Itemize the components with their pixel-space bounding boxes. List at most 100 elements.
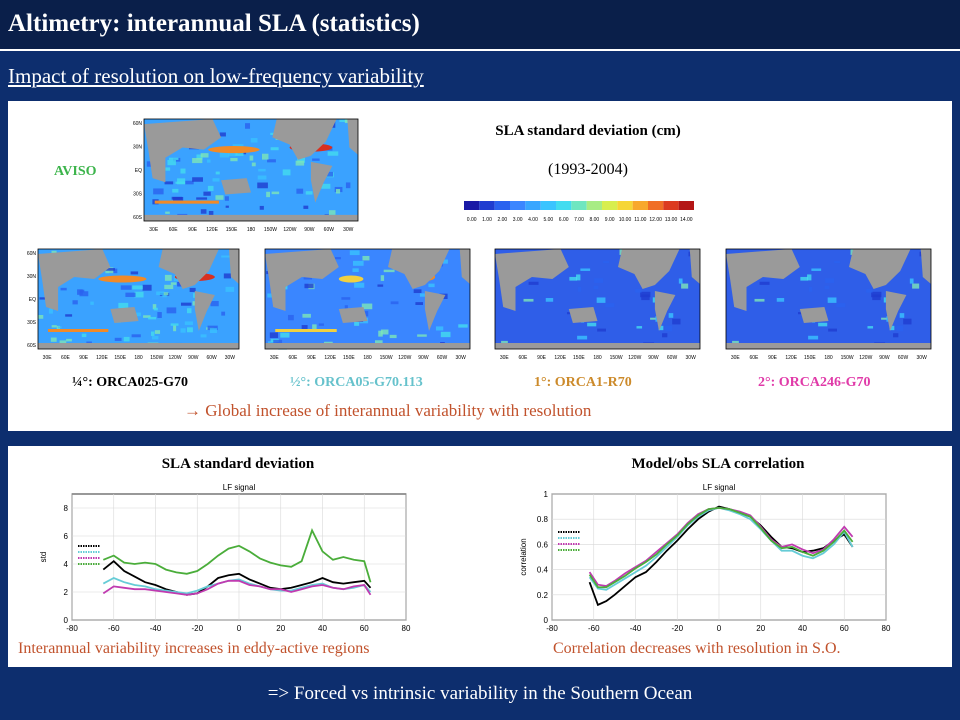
- variability-patch: [374, 340, 383, 344]
- variability-patch: [303, 277, 313, 280]
- variability-patch: [165, 211, 170, 214]
- variability-patch: [523, 298, 534, 302]
- variability-patch: [212, 178, 220, 182]
- variability-patch: [899, 313, 905, 318]
- variability-patch: [143, 315, 151, 318]
- lon-tick-label: 120W: [283, 227, 296, 233]
- variability-patch: [867, 326, 874, 329]
- lon-tick-label: 120E: [206, 227, 218, 233]
- variability-patch: [836, 303, 846, 308]
- variability-patch: [428, 283, 435, 288]
- x-tick-label: -80: [546, 624, 558, 633]
- acc-hotspot: [154, 200, 219, 204]
- variability-patch: [344, 305, 348, 309]
- colorbar-tick-label: 7.00: [574, 217, 584, 223]
- x-tick-label: -80: [66, 624, 78, 633]
- variability-patch: [866, 288, 873, 293]
- lat-tick-label: 60S: [27, 343, 37, 349]
- variability-patch: [81, 333, 87, 338]
- variability-patch: [164, 181, 174, 185]
- map-frame: [264, 248, 471, 350]
- variability-patch: [587, 322, 597, 327]
- lon-tick-label: 60E: [519, 355, 529, 361]
- south-america-landmass: [310, 161, 333, 203]
- colorbar-tick-label: 1.00: [482, 217, 492, 223]
- lon-tick-label: 150W: [380, 355, 393, 361]
- south-america-landmass: [885, 291, 907, 331]
- variability-patch: [187, 327, 193, 333]
- lon-tick-label: 90E: [307, 355, 317, 361]
- lon-tick-label: 150E: [226, 227, 238, 233]
- variability-patch: [650, 317, 657, 320]
- colorbar-tick-label: 3.00: [513, 217, 523, 223]
- variability-patch: [153, 307, 158, 311]
- variability-patch: [142, 284, 152, 291]
- south-america-landmass: [424, 291, 446, 331]
- colorbar-tick-label: 12.00: [649, 217, 662, 223]
- lon-tick-label: 120E: [785, 355, 797, 361]
- variability-patch: [834, 261, 841, 264]
- colorbar-tick-label: 5.00: [543, 217, 553, 223]
- variability-patch: [221, 311, 226, 316]
- africa-landmass: [730, 279, 747, 311]
- variability-patch: [287, 314, 294, 321]
- y-tick-label: 2: [64, 588, 69, 597]
- variability-patch: [210, 300, 219, 307]
- title-bar: Altimetry: interannual SLA (statistics): [0, 0, 960, 51]
- variability-patch: [219, 152, 229, 158]
- variability-patch: [305, 191, 313, 195]
- variability-patch: [797, 312, 803, 315]
- x-tick-label: -60: [108, 624, 120, 633]
- colorbar-swatch: [479, 201, 495, 210]
- variability-patch: [577, 286, 582, 292]
- x-tick-label: 40: [318, 624, 327, 633]
- australia-landmass: [221, 178, 251, 195]
- colorbar-swatch: [510, 201, 526, 210]
- lon-tick-label: 30E: [500, 355, 510, 361]
- model-label-orca05: ½°: ORCA05-G70.113: [290, 375, 423, 390]
- x-tick-label: 0: [237, 624, 242, 633]
- lon-tick-label: 90E: [79, 355, 89, 361]
- variability-patch: [134, 291, 144, 298]
- x-tick-label: 20: [276, 624, 285, 633]
- x-tick-label: 60: [360, 624, 369, 633]
- variability-patch: [345, 182, 351, 189]
- variability-patch: [640, 291, 651, 298]
- variability-patch: [50, 337, 57, 342]
- variability-patch: [352, 260, 364, 266]
- lon-tick-label: 30E: [270, 355, 280, 361]
- variability-patch: [605, 303, 615, 308]
- antarctica-landmass: [495, 343, 700, 349]
- variability-patch: [302, 313, 311, 318]
- variability-patch: [893, 333, 899, 338]
- y-tick-label: 0.6: [537, 540, 549, 549]
- africa-landmass: [42, 279, 59, 311]
- lon-tick-label: 60E: [169, 227, 179, 233]
- colorbar-swatch: [540, 201, 556, 210]
- x-tick-label: 80: [402, 624, 411, 633]
- variability-patch: [390, 301, 399, 305]
- variability-patch: [165, 167, 171, 171]
- variability-patch: [163, 292, 169, 296]
- variability-patch: [192, 177, 203, 182]
- variability-patch: [594, 278, 604, 283]
- colorbar-tick-label: 2.00: [497, 217, 507, 223]
- y-tick-label: 6: [64, 532, 69, 541]
- variability-patch: [185, 180, 194, 185]
- lon-tick-label: 30W: [225, 355, 236, 361]
- variability-patch: [148, 316, 157, 320]
- variability-patch: [166, 307, 177, 314]
- map-frame: [143, 118, 359, 222]
- aviso-label: AVISO: [54, 164, 97, 179]
- lon-tick-label: 150W: [841, 355, 854, 361]
- antarctica-landmass: [144, 214, 358, 221]
- lon-tick-label: 120E: [324, 355, 336, 361]
- north-america-landmass: [849, 249, 911, 289]
- variability-patch: [889, 325, 895, 331]
- conclusion-text: → Global increase of interannual variabi…: [184, 401, 592, 420]
- variability-patch: [896, 325, 904, 332]
- y-tick-label: 0.4: [537, 566, 549, 575]
- variability-patch: [259, 205, 264, 210]
- x-tick-label: -20: [671, 624, 683, 633]
- slide-title: Altimetry: interannual SLA (statistics): [8, 10, 420, 37]
